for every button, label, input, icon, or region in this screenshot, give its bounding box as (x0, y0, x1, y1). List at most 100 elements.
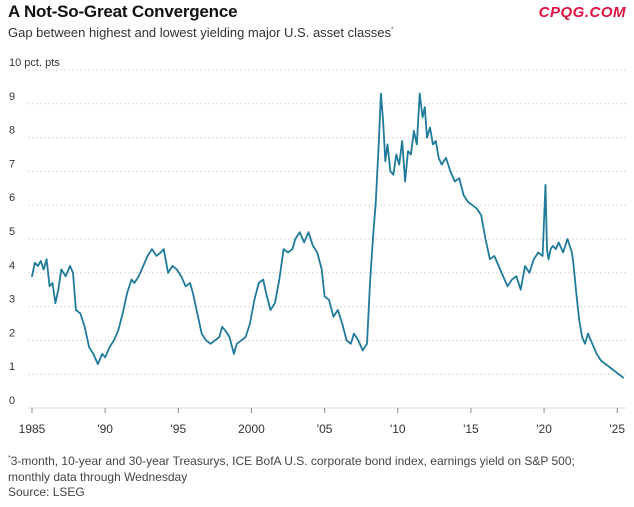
data-point (489, 258, 491, 260)
data-point (372, 238, 374, 240)
data-point (562, 251, 564, 254)
data-point (130, 279, 133, 281)
data-point (502, 275, 504, 277)
data-point (40, 260, 42, 262)
data-point (449, 170, 451, 172)
data-point (138, 275, 140, 277)
data-point (471, 204, 473, 206)
data-point (185, 285, 187, 287)
data-point (398, 164, 400, 166)
data-point (493, 255, 495, 257)
data-point (375, 201, 377, 203)
data-point (283, 248, 285, 250)
data-point (180, 275, 182, 277)
data-point (362, 349, 364, 352)
data-point (274, 302, 276, 304)
data-point (236, 343, 238, 345)
data-point (126, 292, 128, 294)
data-point (37, 265, 39, 267)
chart-title: A Not-So-Great Convergence (8, 2, 238, 21)
data-points (31, 93, 624, 379)
data-point (346, 339, 348, 341)
data-point (422, 116, 424, 118)
data-point (54, 302, 57, 304)
data-point (542, 255, 544, 257)
x-tick-label: '15 (463, 422, 479, 436)
footnote-marker: * (8, 455, 11, 462)
x-tick-label: '90 (97, 422, 113, 436)
data-point (533, 258, 535, 260)
data-point (84, 326, 86, 328)
data-point (46, 258, 48, 260)
data-point (550, 248, 552, 250)
data-point (316, 251, 318, 254)
data-point (291, 248, 293, 250)
gridlines (28, 69, 626, 409)
x-tick-label: '20 (536, 422, 552, 436)
data-point (101, 353, 103, 355)
data-point (221, 326, 223, 328)
data-point (57, 289, 59, 291)
data-point (552, 245, 554, 247)
data-point (122, 312, 124, 314)
data-point (544, 184, 547, 186)
data-point (555, 248, 557, 250)
data-point (75, 309, 77, 311)
data-point (163, 248, 165, 250)
data-point (278, 279, 280, 281)
data-point (294, 238, 296, 240)
data-point (596, 353, 598, 355)
x-tick-label: '95 (170, 422, 186, 436)
data-point (571, 251, 573, 254)
data-point (429, 126, 431, 129)
data-point (79, 312, 81, 314)
data-point (382, 120, 384, 122)
data-point (547, 258, 550, 260)
data-point (537, 251, 539, 254)
data-point (581, 336, 583, 338)
data-point (441, 164, 443, 166)
data-point (69, 265, 71, 267)
data-point (384, 160, 386, 162)
x-tick-label: '05 (317, 422, 333, 436)
data-point (328, 299, 330, 301)
data-point (511, 279, 513, 281)
data-point (366, 343, 368, 345)
data-point (224, 329, 226, 331)
data-point (147, 255, 149, 257)
data-point (151, 248, 153, 250)
data-point (92, 353, 94, 355)
data-point (265, 292, 267, 294)
x-axis-tick-labels: 1985 '90 '95 2000 '05 '10 '15 '20 '25 (19, 408, 625, 436)
data-point (528, 272, 531, 274)
data-point (467, 201, 469, 203)
data-point (506, 285, 509, 287)
data-point (438, 157, 440, 159)
data-point (622, 377, 624, 379)
data-point (389, 170, 391, 172)
data-point (262, 279, 264, 281)
data-point (117, 329, 119, 331)
data-point (192, 292, 194, 294)
data-point (591, 343, 593, 345)
data-point (435, 140, 437, 142)
data-point (476, 208, 478, 210)
subtitle-text: Gap between highest and lowest yielding … (8, 25, 391, 40)
footnote: *3-month, 10-year and 30-year Treasurys,… (8, 451, 618, 485)
footnote-text: 3-month, 10-year and 30-year Treasurys, … (8, 454, 575, 484)
data-point (575, 292, 577, 294)
data-point (572, 262, 574, 264)
data-point (445, 157, 447, 159)
data-point (380, 93, 382, 95)
data-point (378, 143, 380, 145)
data-point (609, 366, 611, 368)
y-tick-label: 5 (9, 226, 15, 238)
data-point (419, 93, 421, 95)
data-point (416, 143, 418, 145)
data-point (432, 143, 434, 145)
data-point (228, 336, 231, 338)
data-point (97, 363, 99, 365)
data-point (31, 275, 33, 277)
data-point (401, 140, 403, 142)
data-point (49, 285, 51, 287)
